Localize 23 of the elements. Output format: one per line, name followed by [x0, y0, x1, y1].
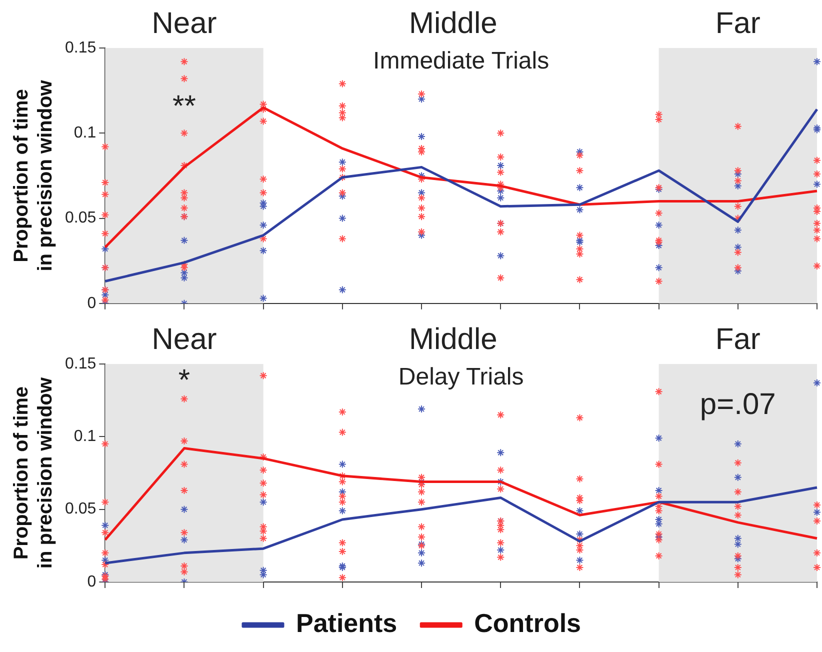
text: Far [715, 323, 760, 356]
y-tick-label: 0.15 [65, 39, 96, 56]
annotation: * [178, 364, 190, 398]
text: Near [152, 7, 217, 40]
y-tick-label: 0 [87, 573, 96, 590]
annotation: ** [172, 90, 196, 123]
chart-title: Immediate Trials [373, 48, 550, 75]
y-tick-label: 0.1 [74, 124, 96, 142]
y-tick-label: 0.1 [74, 428, 96, 446]
text: Near [152, 323, 217, 356]
legend-label: Controls [474, 608, 582, 638]
y-tick-label: 0.05 [65, 500, 96, 518]
text: Middle [408, 323, 498, 356]
text: Far [715, 7, 760, 40]
y-tick-label: 0 [87, 294, 96, 312]
y-tick-label: 0.15 [65, 355, 96, 372]
annotation: p=.07 [700, 388, 776, 422]
legend-label: Patients [296, 608, 398, 638]
chart-title: Delay Trials [398, 364, 524, 391]
text: Middle [408, 7, 498, 40]
y-axis-title: Proportion of time in precision window [10, 80, 57, 272]
y-tick-label: 0.05 [65, 210, 96, 227]
y-axis-title: Proportion of time in precision window [10, 376, 57, 569]
